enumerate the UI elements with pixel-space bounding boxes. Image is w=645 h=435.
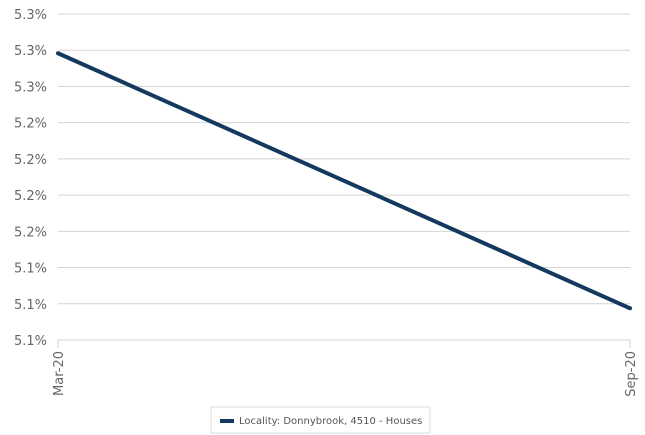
y-tick-label: 5.2%: [14, 153, 47, 168]
y-tick-label: 5.2%: [14, 225, 47, 240]
y-tick-label: 5.1%: [14, 334, 47, 349]
x-tick-label: Sep-20: [624, 351, 639, 397]
legend-swatch: [220, 419, 234, 423]
y-axis-tick-labels: 5.1% 5.1% 5.1% 5.2% 5.2% 5.2% 5.2% 5.3% 5.3% 5.3%: [14, 8, 47, 349]
legend-box: [210, 406, 431, 434]
gridlines: [58, 13, 630, 341]
y-tick-label: 5.2%: [14, 189, 47, 204]
series-lines: [56, 51, 632, 311]
y-tick-label: 5.2%: [14, 117, 47, 132]
legend[interactable]: Locality: Donnybrook, 4510 - Houses: [210, 406, 431, 434]
y-tick-label: 5.1%: [14, 262, 47, 277]
x-axis-tick-labels: Mar-20 Sep-20: [52, 340, 639, 397]
legend-label: Locality: Donnybrook, 4510 - Houses: [239, 416, 422, 427]
y-tick-label: 5.3%: [14, 80, 47, 95]
x-tick-label: Mar-20: [52, 351, 67, 396]
data-point[interactable]: [56, 51, 60, 56]
y-tick-label: 5.1%: [14, 298, 47, 313]
data-point[interactable]: [628, 306, 632, 311]
y-tick-label: 5.3%: [14, 44, 47, 59]
y-tick-label: 5.3%: [14, 8, 47, 23]
series-line[interactable]: [57, 51, 631, 311]
